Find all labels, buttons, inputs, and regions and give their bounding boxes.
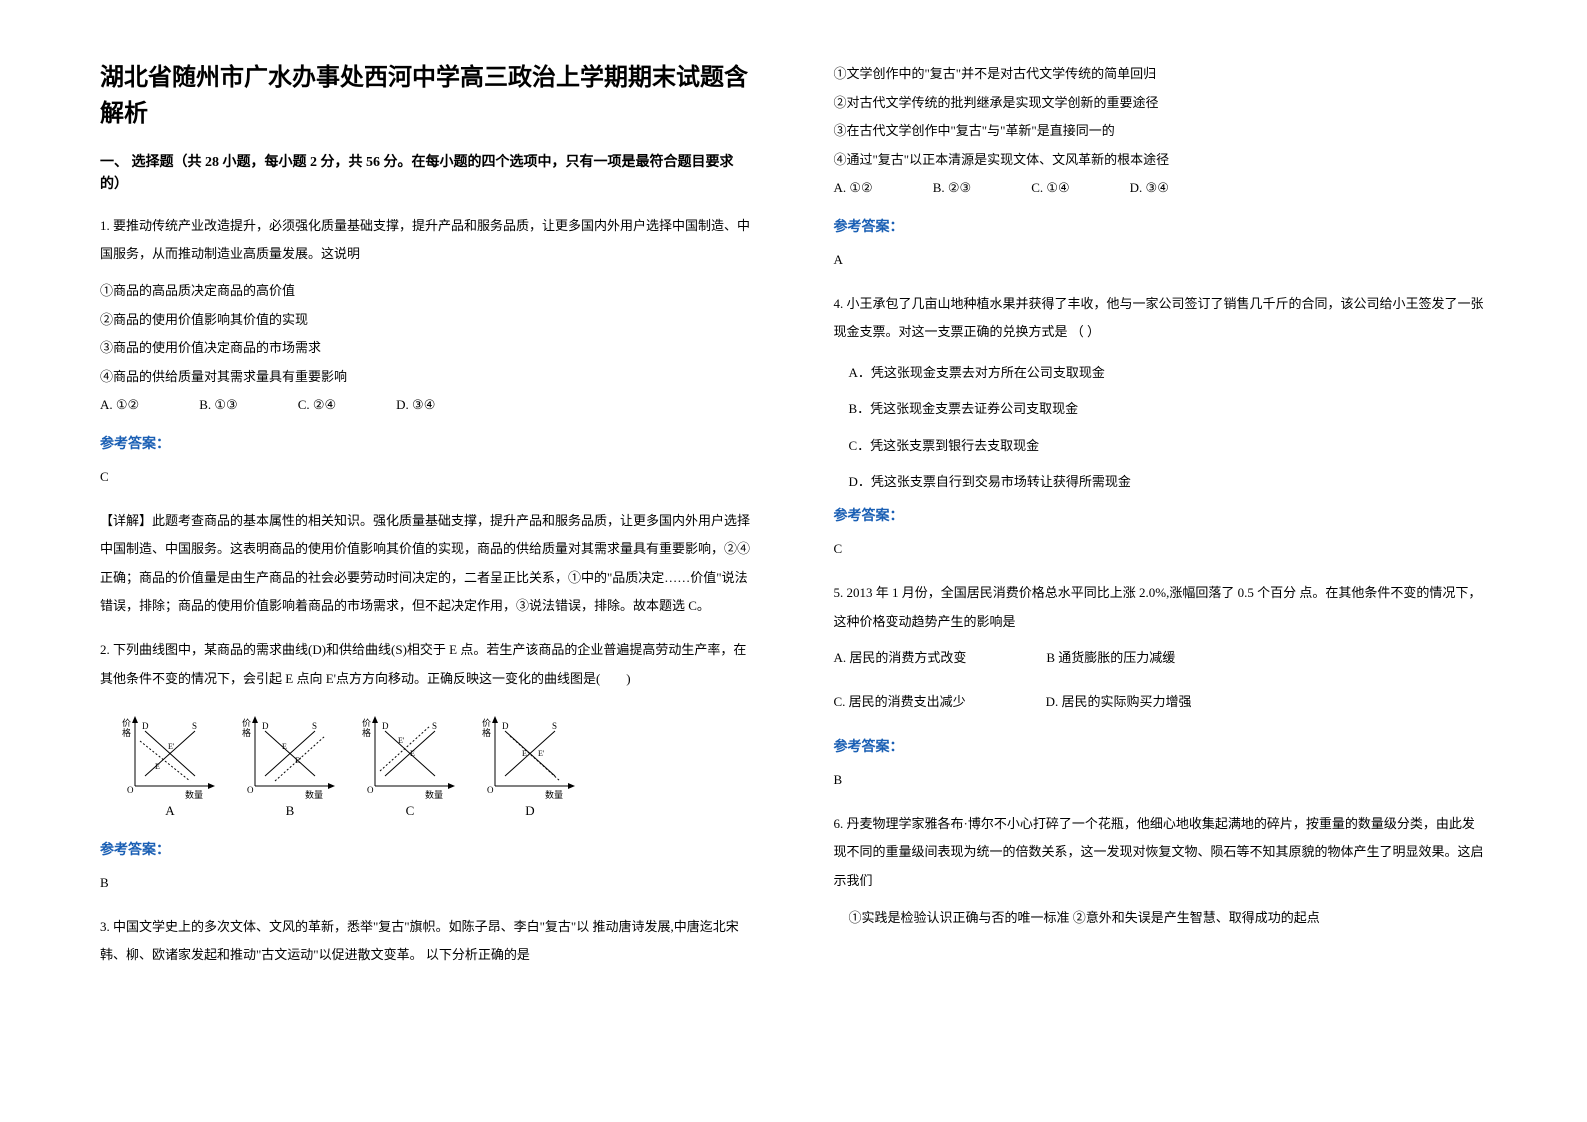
q5-answer-label: 参考答案： <box>834 736 1488 756</box>
svg-text:O: O <box>247 785 254 795</box>
svg-text:E': E' <box>295 756 302 765</box>
q3-optB: B. ②③ <box>933 174 971 203</box>
svg-text:D: D <box>382 721 389 731</box>
q5-stem: 5. 2013 年 1 月份，全国居民消费价格总水平同比上涨 2.0%,涨幅回落… <box>834 579 1488 636</box>
chart-a-wrapper: 价 格 数量 O D S E' E A <box>120 711 220 819</box>
chart-d-label: D <box>480 803 580 819</box>
q1-sub2: ②商品的使用价值影响其价值的实现 <box>100 306 754 335</box>
svg-text:S: S <box>552 721 557 731</box>
svg-text:E: E <box>410 749 415 758</box>
svg-text:O: O <box>487 785 494 795</box>
y-axis-label: 价 <box>122 718 131 728</box>
q3-options: A. ①② B. ②③ C. ①④ D. ③④ <box>834 174 1488 203</box>
q4-answer: C <box>834 535 1488 564</box>
svg-text:格: 格 <box>122 727 131 738</box>
chart-b-label: B <box>240 803 340 819</box>
q1-optC: C. ②④ <box>298 391 336 420</box>
svg-text:O: O <box>367 785 374 795</box>
chart-d-wrapper: 价 格 数量 O D S E E' D <box>480 711 580 819</box>
svg-text:S: S <box>312 721 317 731</box>
q3-optC: C. ①④ <box>1031 174 1069 203</box>
svg-text:数量: 数量 <box>425 789 443 800</box>
q5-options-row2: C. 居民的消费支出减少 D. 居民的实际购买力增强 <box>834 688 1488 717</box>
q3-sub4: ④通过"复古"以正本清源是实现文体、文风革新的根本途径 <box>834 146 1488 175</box>
q3-optD: D. ③④ <box>1130 174 1169 203</box>
svg-text:价: 价 <box>362 718 371 728</box>
q2-answer-label: 参考答案： <box>100 839 754 859</box>
svg-text:E': E' <box>398 736 405 745</box>
q1-answer-label: 参考答案： <box>100 433 754 453</box>
svg-text:E: E <box>155 762 160 771</box>
q1-sub1: ①商品的高品质决定商品的高价值 <box>100 277 754 306</box>
q4-optA: A．凭这张现金支票去对方所在公司支取现金 <box>849 355 1488 391</box>
svg-text:D: D <box>262 721 269 731</box>
q5-optD: D. 居民的实际购买力增强 <box>1046 688 1192 717</box>
svg-text:格: 格 <box>362 727 371 738</box>
chart-c: 价 格 数量 O D S E E' <box>360 711 460 801</box>
chart-c-wrapper: 价 格 数量 O D S E E' C <box>360 711 460 819</box>
svg-text:E: E <box>522 749 527 758</box>
svg-text:D: D <box>142 721 149 731</box>
q3-optA: A. ①② <box>834 174 873 203</box>
svg-text:价: 价 <box>482 718 491 728</box>
svg-text:S: S <box>432 721 437 731</box>
q3-sub1: ①文学创作中的"复古"并不是对古代文学传统的简单回归 <box>834 60 1488 89</box>
q4-answer-label: 参考答案： <box>834 505 1488 525</box>
q2-stem: 2. 下列曲线图中，某商品的需求曲线(D)和供给曲线(S)相交于 E 点。若生产… <box>100 636 754 693</box>
q3-sub3: ③在古代文学创作中"复古"与"革新"是直接同一的 <box>834 117 1488 146</box>
q1-explanation: 【详解】此题考查商品的基本属性的相关知识。强化质量基础支撑，提升产品和服务品质，… <box>100 507 754 621</box>
q1-sub4: ④商品的供给质量对其需求量具有重要影响 <box>100 363 754 392</box>
chart-a-label: A <box>120 803 220 819</box>
q1-optB: B. ①③ <box>199 391 237 420</box>
q2-answer: B <box>100 869 754 898</box>
chart-c-label: C <box>360 803 460 819</box>
q6-stem: 6. 丹麦物理学家雅各布·博尔不小心打碎了一个花瓶，他细心地收集起满地的碎片，按… <box>834 810 1488 896</box>
svg-text:数量: 数量 <box>545 789 563 800</box>
svg-text:S: S <box>192 721 197 731</box>
q1-stem: 1. 要推动传统产业改造提升，必须强化质量基础支撑，提升产品和服务品质，让更多国… <box>100 212 754 269</box>
q4-optD: D．凭这张支票自行到交易市场转让获得所需现金 <box>849 464 1488 500</box>
q1-optA: A. ①② <box>100 391 139 420</box>
svg-text:格: 格 <box>242 727 251 738</box>
chart-d: 价 格 数量 O D S E E' <box>480 711 580 801</box>
chart-b: 价 格 数量 O D S E E' <box>240 711 340 801</box>
right-column: ①文学创作中的"复古"并不是对古代文学传统的简单回归 ②对古代文学传统的批判继承… <box>834 60 1488 1062</box>
svg-text:数量: 数量 <box>305 789 323 800</box>
q3-answer-label: 参考答案： <box>834 216 1488 236</box>
svg-text:价: 价 <box>242 718 251 728</box>
svg-text:O: O <box>127 785 134 795</box>
q3-answer: A <box>834 246 1488 275</box>
q5-optB: B 通货膨胀的压力减缓 <box>1046 644 1175 673</box>
svg-text:E': E' <box>538 749 545 758</box>
section-header: 一、 选择题（共 28 小题，每小题 2 分，共 56 分。在每小题的四个选项中… <box>100 152 754 197</box>
svg-text:E: E <box>282 742 287 751</box>
q1-sub3: ③商品的使用价值决定商品的市场需求 <box>100 334 754 363</box>
q1-optD: D. ③④ <box>396 391 435 420</box>
q5-optA: A. 居民的消费方式改变 <box>834 644 967 673</box>
q5-options-row1: A. 居民的消费方式改变 B 通货膨胀的压力减缓 <box>834 644 1488 673</box>
left-column: 湖北省随州市广水办事处西河中学高三政治上学期期末试题含解析 一、 选择题（共 2… <box>100 60 754 1062</box>
q4-stem: 4. 小王承包了几亩山地种植水果并获得了丰收，他与一家公司签订了销售几千斤的合同… <box>834 290 1488 347</box>
q4-optC: C．凭这张支票到银行去支取现金 <box>849 428 1488 464</box>
x-axis-label: 数量 <box>185 789 203 800</box>
q3-stem: 3. 中国文学史上的多次文体、文风的革新，悉举"复古"旗帜。如陈子昂、李白"复古… <box>100 913 754 970</box>
document-title: 湖北省随州市广水办事处西河中学高三政治上学期期末试题含解析 <box>100 60 754 132</box>
q3-sub2: ②对古代文学传统的批判继承是实现文学创新的重要途径 <box>834 89 1488 118</box>
q4-optB: B．凭这张现金支票去证券公司支取现金 <box>849 391 1488 427</box>
q1-answer: C <box>100 463 754 492</box>
svg-text:格: 格 <box>482 727 491 738</box>
svg-text:D: D <box>502 721 509 731</box>
q5-optC: C. 居民的消费支出减少 <box>834 688 966 717</box>
q6-sub1: ①实践是检验认识正确与否的唯一标准 ②意外和失误是产生智慧、取得成功的起点 <box>849 904 1488 933</box>
chart-b-wrapper: 价 格 数量 O D S E E' B <box>240 711 340 819</box>
chart-a: 价 格 数量 O D S E' E <box>120 711 220 801</box>
q5-answer: B <box>834 766 1488 795</box>
svg-text:E': E' <box>168 742 175 751</box>
chart-container: 价 格 数量 O D S E' E A <box>120 711 754 819</box>
q1-options: A. ①② B. ①③ C. ②④ D. ③④ <box>100 391 754 420</box>
